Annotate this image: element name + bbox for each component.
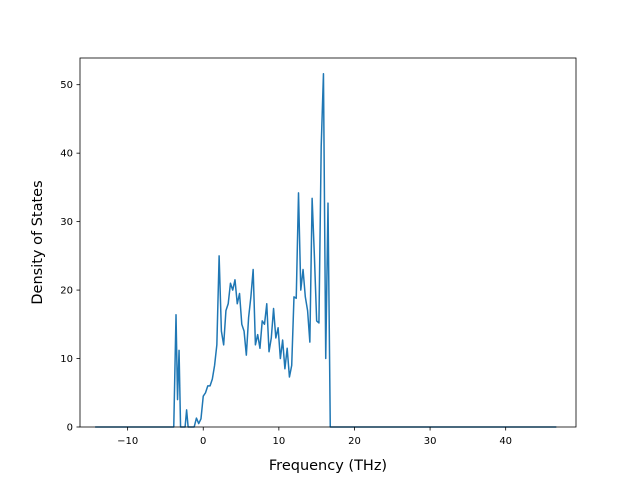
- y-tick-label: 10: [60, 354, 73, 365]
- x-tick-label: 0: [200, 436, 206, 447]
- x-tick-label: 40: [499, 436, 512, 447]
- x-tick-label: 20: [348, 436, 361, 447]
- plot-area: [95, 73, 557, 428]
- x-axis-label: Frequency (THz): [269, 458, 387, 474]
- y-tick-label: 0: [67, 423, 73, 434]
- y-tick-label: 40: [60, 149, 73, 160]
- series-line-0: [95, 73, 557, 428]
- y-axis-label: Density of States: [30, 180, 46, 304]
- y-tick-label: 20: [60, 286, 73, 297]
- axis-ticks: −10 0 10 20 30 40 0 10 20 30 40 50: [60, 80, 512, 447]
- x-tick-label: 10: [272, 436, 285, 447]
- y-tick-label: 30: [60, 217, 73, 228]
- x-tick-label: 30: [424, 436, 437, 447]
- axes-frame: [79, 57, 577, 428]
- x-tick-label: −10: [117, 436, 138, 447]
- y-tick-label: 50: [60, 80, 73, 91]
